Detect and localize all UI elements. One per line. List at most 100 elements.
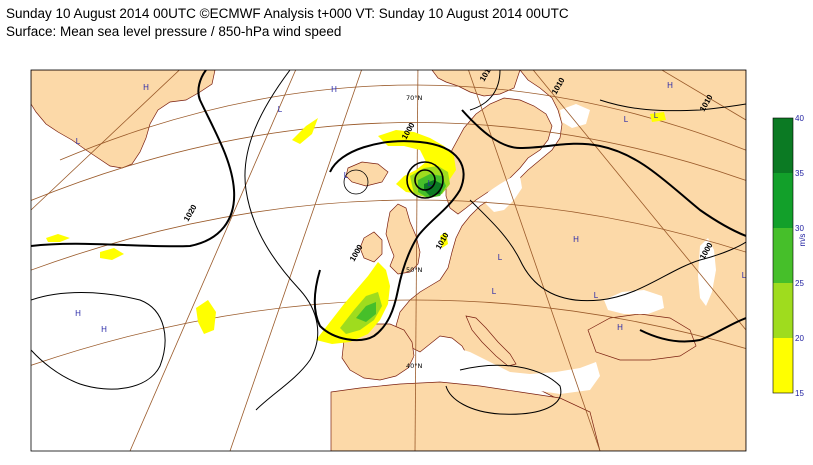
graticule-label-left: 60°N <box>10 154 27 162</box>
wind-patch-4 <box>292 118 318 144</box>
graticule-label-top: 40°E <box>519 60 535 68</box>
low-centre-ring-2 <box>414 169 436 191</box>
isobar-thin-2 <box>31 292 166 390</box>
colorbar-ticks: 15 20 25 30 35 40 <box>795 114 804 398</box>
graticule-label-right: 60°E <box>750 123 766 131</box>
wind-patch-6 <box>440 232 448 248</box>
graticule-label-bottom: 20°E <box>594 451 610 459</box>
white-sea <box>560 104 590 128</box>
colorbar-tick-label: 20 <box>795 334 804 343</box>
wind-speed-shading <box>46 112 666 344</box>
graticule-label-left: 40°N <box>10 390 27 398</box>
pressure-centre-letter: L <box>344 171 349 180</box>
pressure-centre-letter: H <box>667 81 673 90</box>
isobar-thin-4 <box>469 70 746 112</box>
colorbar-frame <box>772 117 794 394</box>
graticule-label-bottom: 0°E <box>408 451 420 459</box>
wind-speed-colorbar: 15 20 25 30 35 40 m/s <box>772 114 807 398</box>
isobar-thick-south <box>639 317 746 343</box>
greenland-land <box>31 70 216 169</box>
scandinavia-land <box>445 97 553 215</box>
meridian-20e <box>468 70 601 451</box>
pressure-centre-letter: L <box>76 137 81 146</box>
graticule-label-top: 20°W <box>357 60 376 68</box>
isobar-thin-5 <box>445 364 562 415</box>
map-frame <box>30 69 747 452</box>
colorbar-bin-35-40 <box>773 118 793 173</box>
isobar-thin-3 <box>469 199 746 302</box>
graticule-label-top: 40°W <box>294 60 313 68</box>
meridian-60w <box>31 70 180 211</box>
pressure-centres: H H L L L L L L H H L H L L H L H <box>75 81 747 334</box>
colorbar-tick-label: 15 <box>795 389 804 398</box>
pressure-centre-letter: H <box>617 323 623 332</box>
ireland-land <box>359 231 383 263</box>
colorbar-bin-25-30 <box>773 228 793 283</box>
colorbar-tick-label: 25 <box>795 279 804 288</box>
caspian-sea <box>698 238 716 306</box>
isobar-thick-1020 <box>31 70 236 248</box>
wind-biscay-band-30 <box>356 302 376 322</box>
isobars <box>31 70 746 415</box>
parallel-60n <box>31 122 746 201</box>
graticule-label-right: 40°E <box>750 327 766 335</box>
colorbar-bin-30-35 <box>773 173 793 228</box>
wind-patch-5 <box>650 112 666 122</box>
pressure-centre-letter: H <box>143 83 149 92</box>
chart-title-line1: Sunday 10 August 2014 00UTC ©ECMWF Analy… <box>6 6 569 21</box>
wind-biscay-band <box>316 262 390 344</box>
pressure-centre-letter: H <box>75 309 81 318</box>
meridian-40w <box>129 70 297 451</box>
iceland-land <box>345 161 389 187</box>
colorbar-tick-label: 35 <box>795 169 804 178</box>
pressure-centre-letter: L <box>742 271 747 280</box>
meridian-0e <box>414 70 419 451</box>
wind-patch-3 <box>46 234 70 242</box>
land-masses <box>31 70 746 451</box>
parallel-70n <box>59 70 746 161</box>
meridian-40e <box>532 70 746 331</box>
wind-patch-2 <box>100 248 124 260</box>
pressure-centre-letter: H <box>573 235 579 244</box>
anatolia-land <box>587 313 697 361</box>
graticule-label-inner: 70°N <box>406 94 423 102</box>
colorbar-unit: m/s <box>798 234 807 247</box>
mediterranean-sea <box>412 346 600 394</box>
graticule-label-bottom: 20°W <box>221 451 240 459</box>
graticule-label-top: 20°E <box>457 60 473 68</box>
parallel-40n <box>31 299 746 366</box>
pressure-centre-letter: L <box>594 291 599 300</box>
graticule-label-top: 60°W <box>175 60 194 68</box>
meridian-20w <box>229 70 362 451</box>
low-centre-ring-1 <box>406 161 444 199</box>
isobar-thin-1 <box>244 70 319 411</box>
pressure-centre-letter: L <box>278 105 283 114</box>
colorbar-bin-15-20 <box>773 338 793 393</box>
italy-land <box>465 315 517 367</box>
pressure-centre-letter: L <box>654 111 659 120</box>
graticule <box>31 70 746 451</box>
parallel-50n <box>31 199 746 271</box>
colorbar-tick-label: 30 <box>795 224 804 233</box>
graticule-label-top: 0°E <box>412 60 424 68</box>
graticule-labels: 60°W 40°W 20°W 0°E 20°E 40°E 60°E 20°W 0°E 20°E 60… <box>10 60 766 459</box>
pressure-centre-letter: H <box>331 85 337 94</box>
graticule-label-inner: 50°N <box>406 266 423 274</box>
isobar-thick-1000 <box>313 140 465 342</box>
colorbar-bin-20-25 <box>773 283 793 338</box>
meridian-60e <box>661 70 746 121</box>
pressure-centre-letter: H <box>101 325 107 334</box>
isobar-thick-1010 <box>461 109 746 237</box>
chart-title-line2: Surface: Mean sea level pressure / 850-h… <box>6 24 342 39</box>
north-africa-land <box>330 381 601 451</box>
graticule-label-inner: 40°N <box>406 362 423 370</box>
pressure-centre-letter: L <box>492 287 497 296</box>
pressure-centre-letter: L <box>428 179 433 188</box>
pressure-centre-letter: L <box>624 115 629 124</box>
low-centre-ring-3 <box>343 169 369 195</box>
graticule-label-top: 60°E <box>638 60 654 68</box>
wind-patch-1 <box>196 300 216 334</box>
colorbar-tick-label: 40 <box>795 114 804 123</box>
